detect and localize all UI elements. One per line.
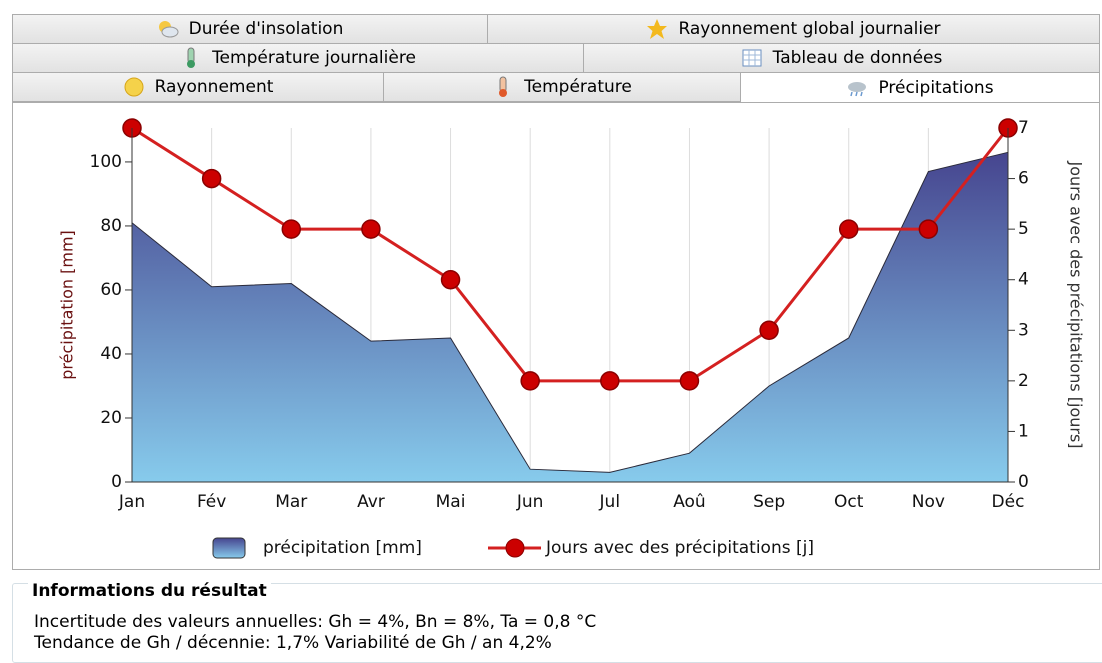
line (131, 126, 1010, 383)
legend-label: Jours avec des précipitations [j] (545, 538, 814, 558)
icon (742, 49, 762, 67)
tab-label: Température (524, 77, 632, 97)
x-tick-label: Fév (197, 492, 226, 512)
x-tick-label: Mar (275, 492, 307, 512)
area (131, 151, 1009, 483)
y2-tick-label: 2 (1018, 371, 1029, 391)
tab[interactable]: Température journalière (12, 43, 584, 73)
icon (158, 21, 179, 38)
y2-axis-label: Jours avec des précipitations [jours] (1067, 160, 1086, 448)
y-tick-label: 0 (111, 472, 122, 492)
x-tick-label: Mai (436, 492, 466, 512)
tab-label: Précipitations (878, 78, 994, 98)
y2-tick-label: 0 (1018, 472, 1029, 492)
tab[interactable]: Tableau de données (583, 43, 1100, 73)
point (679, 371, 700, 391)
icon (647, 19, 668, 39)
legend-label: précipitation [mm] (263, 538, 422, 558)
icon (848, 82, 867, 97)
icon (499, 76, 508, 97)
point (759, 320, 779, 341)
y-tick-label: 80 (100, 216, 122, 236)
point (838, 219, 859, 239)
y2-tick-label: 1 (1018, 421, 1029, 441)
legend-swatch (212, 537, 246, 559)
info-line: Tendance de Gh / décennie: 1,7% Variabil… (34, 633, 552, 653)
x-tick-label: Jan (118, 492, 145, 512)
chart-panel: Jan Fév Mar Avr Mai Jun Jul Aoû Sep Oct Nov Déc 0 20 4… (12, 102, 1100, 570)
y2-tick-label: 4 (1018, 270, 1029, 290)
tab-label: Durée d'insolation (188, 19, 344, 39)
y2-tick-label: 3 (1018, 320, 1029, 340)
x-tick-label: Oct (834, 492, 864, 512)
x-tick-label: Jun (516, 492, 544, 512)
tab-label: Rayonnement global journalier (678, 19, 941, 39)
tab-label: Tableau de données (772, 48, 943, 68)
tab[interactable]: Précipitations (740, 72, 1100, 103)
tab[interactable]: Rayonnement (12, 72, 384, 102)
y2-tick-label: 7 (1018, 118, 1029, 138)
chart: Jan Fév Mar Avr Mai Jun Jul Aoû Sep Oct Nov Déc0204… (58, 118, 1086, 559)
info-line: Incertitude des valeurs annuelles: Gh = … (34, 612, 597, 632)
x-tick-label: Sep (753, 492, 785, 512)
point (201, 168, 222, 189)
x-tick-label: Aoû (673, 492, 706, 512)
tab[interactable]: Température (383, 72, 741, 102)
y-tick-label: 100 (90, 152, 122, 172)
info-title: Informations du résultat (28, 581, 271, 601)
icon (124, 77, 144, 97)
y-tick-label: 60 (100, 280, 122, 300)
legend-point (505, 538, 525, 558)
y2-tick-label: 5 (1018, 219, 1029, 239)
tab[interactable]: Durée d'insolation (12, 14, 488, 44)
x-tick-label: Avr (357, 492, 385, 512)
x-tick-label: Jul (599, 492, 621, 512)
tab[interactable]: Rayonnement global journalier (487, 14, 1100, 44)
point (600, 371, 620, 391)
tab-label: Température journalière (212, 48, 416, 68)
point (281, 219, 302, 239)
point (918, 219, 939, 239)
point (440, 269, 461, 290)
point (520, 371, 540, 391)
y-tick-label: 40 (100, 344, 122, 364)
icon (187, 47, 196, 68)
x-tick-label: Déc (992, 492, 1025, 512)
point (361, 219, 381, 239)
x-tick-label: Nov (912, 492, 945, 512)
y-tick-label: 20 (100, 408, 122, 428)
y2-tick-label: 6 (1018, 169, 1029, 189)
y-axis-label: précipitation [mm] (58, 230, 77, 380)
tab-label: Rayonnement (154, 77, 274, 97)
